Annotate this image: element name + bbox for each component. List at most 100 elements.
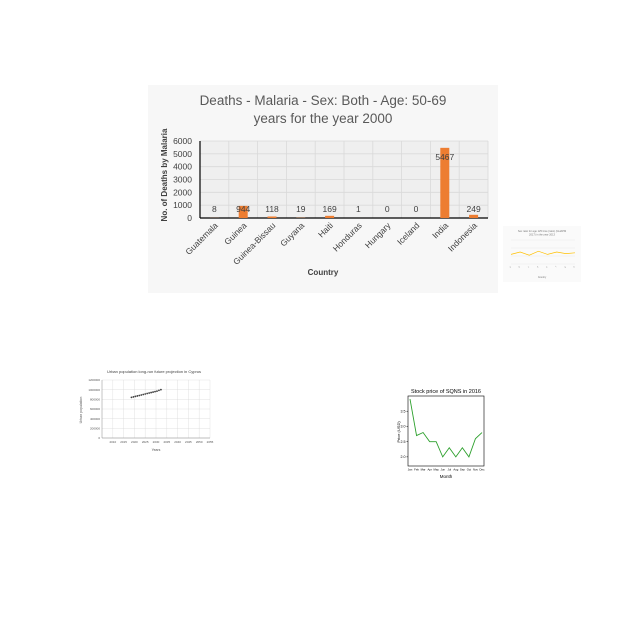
x-tick-label: 2050 <box>196 440 203 444</box>
x-tick-label: Sep <box>460 468 465 472</box>
scatter-point <box>144 393 147 395</box>
x-tick-label: May <box>434 468 440 472</box>
sex-ratio-line-chart-svg: Sex ratio for age 125 time (ratio) (GHAP… <box>509 229 576 279</box>
x-tick-label: d <box>537 266 540 269</box>
data-label: 8 <box>212 204 217 214</box>
x-tick-label: e <box>546 266 549 269</box>
x-tick-label: f <box>556 266 558 268</box>
x-tick-label: Haiti <box>316 220 335 239</box>
x-tick-label: b <box>519 266 522 269</box>
chart-title: Stock price of SQNS in 2016 <box>411 389 481 395</box>
x-tick-label: 2015 <box>120 440 127 444</box>
data-label: 5467 <box>435 152 454 162</box>
scatter-point <box>134 395 137 398</box>
scatter-point <box>136 395 139 397</box>
x-tick-label: Honduras <box>331 220 364 253</box>
scatter-point <box>146 392 149 395</box>
y-tick-label: 1200000 <box>88 378 100 382</box>
scatter-point <box>150 391 152 394</box>
y-tick-label: 0 <box>98 436 100 440</box>
y-tick-label: 1000000 <box>88 388 100 392</box>
y-tick-label: 3.0 <box>401 425 406 429</box>
x-tick-label: 2045 <box>185 440 192 444</box>
x-tick-label: Oct <box>467 468 472 472</box>
x-tick-label: Mar <box>421 468 426 472</box>
y-tick-label: 3000 <box>173 175 192 185</box>
x-tick-label: Jan <box>408 468 413 472</box>
x-tick-label: Aug <box>453 468 458 472</box>
y-tick-label: 2.0 <box>401 455 406 459</box>
x-tick-label: Jun <box>440 468 445 472</box>
scatter-point <box>152 391 154 393</box>
x-tick-label: a <box>509 266 512 269</box>
bar <box>267 216 277 218</box>
x-tick-label: 2055 <box>207 440 214 444</box>
plot-frame <box>407 395 485 467</box>
x-tick-label: 2035 <box>163 440 170 444</box>
y-tick-label: 2.5 <box>401 440 406 444</box>
y-tick-label: 2000 <box>173 187 192 197</box>
scatter-point <box>148 392 151 394</box>
scatter-point <box>138 394 141 397</box>
x-tick-label: g <box>564 266 567 269</box>
y-tick-label: 200000 <box>90 427 100 431</box>
scatter-point <box>130 396 133 399</box>
x-tick-label: h <box>573 266 576 269</box>
bar <box>469 214 479 218</box>
x-axis-label: Country <box>308 268 339 277</box>
x-tick-label: Indonesia <box>446 220 479 253</box>
x-axis-label: Month <box>440 474 453 479</box>
x-tick-label: Jul <box>447 468 451 472</box>
stock-price-line-chart: Stock price of SQNS in 2016 2.0 2.5 3.0 3.5… <box>394 386 490 482</box>
data-label: 0 <box>385 204 390 214</box>
scatter-point <box>142 393 145 396</box>
stock-price-line-chart-svg: Stock price of SQNS in 2016 2.0 2.5 3.0 3.5… <box>396 389 486 479</box>
scatter-point <box>156 390 158 393</box>
x-tick-label: Guyana <box>278 220 306 248</box>
y-axis-label: Urban population <box>79 397 83 424</box>
y-tick-label: 1000 <box>173 200 192 210</box>
data-label: 169 <box>323 204 337 214</box>
malaria-bar-chart: Deaths - Malaria - Sex: Both - Age: 50-6… <box>148 85 498 293</box>
x-tick-label: Feb <box>414 468 419 472</box>
x-tick-label: Dec <box>480 468 486 472</box>
y-tick-label: 5000 <box>173 149 192 159</box>
chart-title-line1: Sex ratio for age 125 time (ratio) (GHAP… <box>518 229 566 233</box>
x-tick-label: 2025 <box>142 440 149 444</box>
y-axis-label: Price (USD) <box>396 421 401 443</box>
x-tick-label: Guatemala <box>183 220 220 257</box>
y-tick-label: 400000 <box>90 417 100 421</box>
chart-title-line2: 2017) in the year 2013 <box>529 233 556 237</box>
series-line <box>510 250 576 256</box>
x-tick-label: Nov <box>473 468 479 472</box>
x-tick-label: Iceland <box>395 220 422 247</box>
x-axis-label: Country <box>538 276 547 279</box>
scatter-point <box>140 394 143 396</box>
sex-ratio-line-chart: Sex ratio for age 125 time (ratio) (GHAP… <box>503 226 581 282</box>
x-tick-label: Hungary <box>363 220 393 250</box>
data-label: 19 <box>296 204 306 214</box>
y-tick-label: 3.5 <box>401 410 406 414</box>
data-label: 249 <box>467 204 481 214</box>
urban-population-scatter-chart-svg: Urban population long-run future project… <box>79 369 214 452</box>
y-tick-label: 4000 <box>173 162 192 172</box>
x-tick-label: 2020 <box>131 440 138 444</box>
bar <box>325 215 335 218</box>
y-tick-label: 800000 <box>90 398 100 402</box>
data-label: 944 <box>236 204 250 214</box>
bar <box>440 147 450 218</box>
x-tick-label: Apr <box>427 468 431 472</box>
series-line <box>409 398 483 458</box>
scatter-point <box>160 388 162 391</box>
bar <box>238 205 248 218</box>
x-tick-label: 2010 <box>109 440 116 444</box>
x-tick-label: 2040 <box>174 440 181 444</box>
y-axis-label: No. of Deaths by Malaria <box>160 128 169 221</box>
x-tick-label: Guinea <box>222 220 249 247</box>
scatter-point <box>158 389 160 392</box>
x-tick-label: India <box>430 220 450 240</box>
chart-title-line1: Deaths - Malaria - Sex: Both - Age: 50-6… <box>200 93 447 108</box>
data-label: 118 <box>265 204 279 214</box>
data-label: 0 <box>414 204 419 214</box>
x-tick-label: 2030 <box>153 440 160 444</box>
